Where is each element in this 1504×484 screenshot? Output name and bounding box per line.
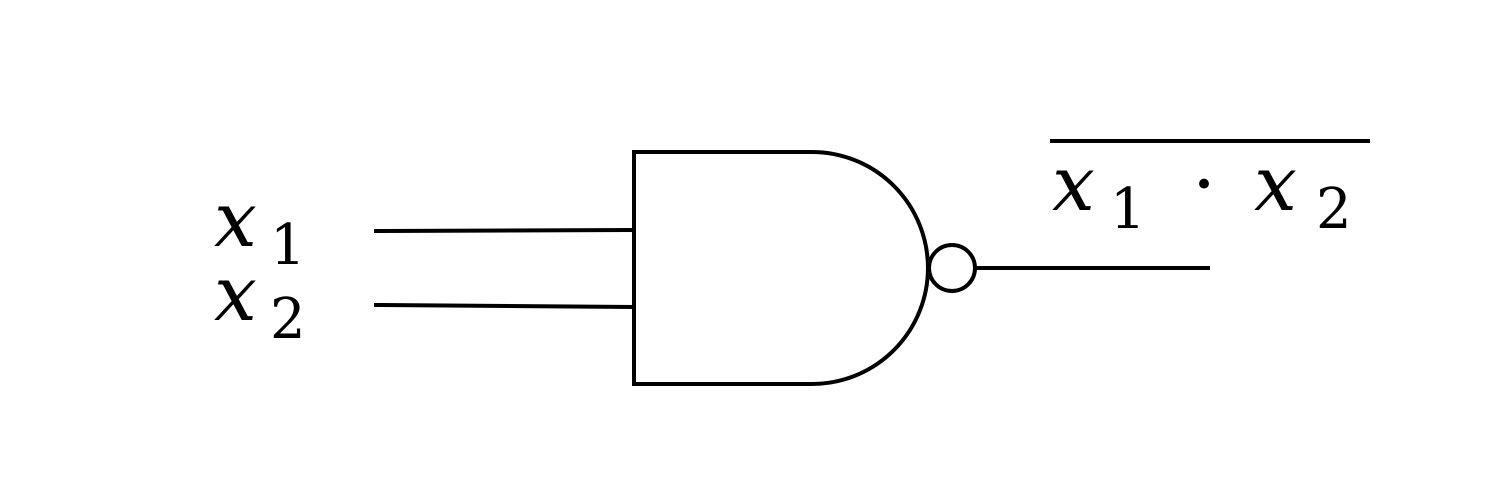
inversion-bubble <box>927 243 977 293</box>
output-left-sub: 1 <box>1110 177 1146 242</box>
input-label-2: x 2 <box>214 249 306 352</box>
input-label-1: x 1 <box>214 175 306 278</box>
output-right-sub: 2 <box>1316 177 1352 242</box>
output-operator: · <box>1192 139 1216 228</box>
output-expression: x 1 · x 2 <box>1050 139 1370 242</box>
input-wire-1 <box>373 228 635 233</box>
input-label-1-var: x <box>214 175 257 264</box>
input-label-2-sub: 2 <box>270 287 306 352</box>
output-right-var: x <box>1254 139 1297 228</box>
input-label-1-sub: 1 <box>270 213 306 278</box>
output-left-var: x <box>1052 139 1095 228</box>
input-wire-2 <box>373 303 635 309</box>
input-label-2-var: x <box>214 249 257 338</box>
gate-body <box>632 150 930 386</box>
